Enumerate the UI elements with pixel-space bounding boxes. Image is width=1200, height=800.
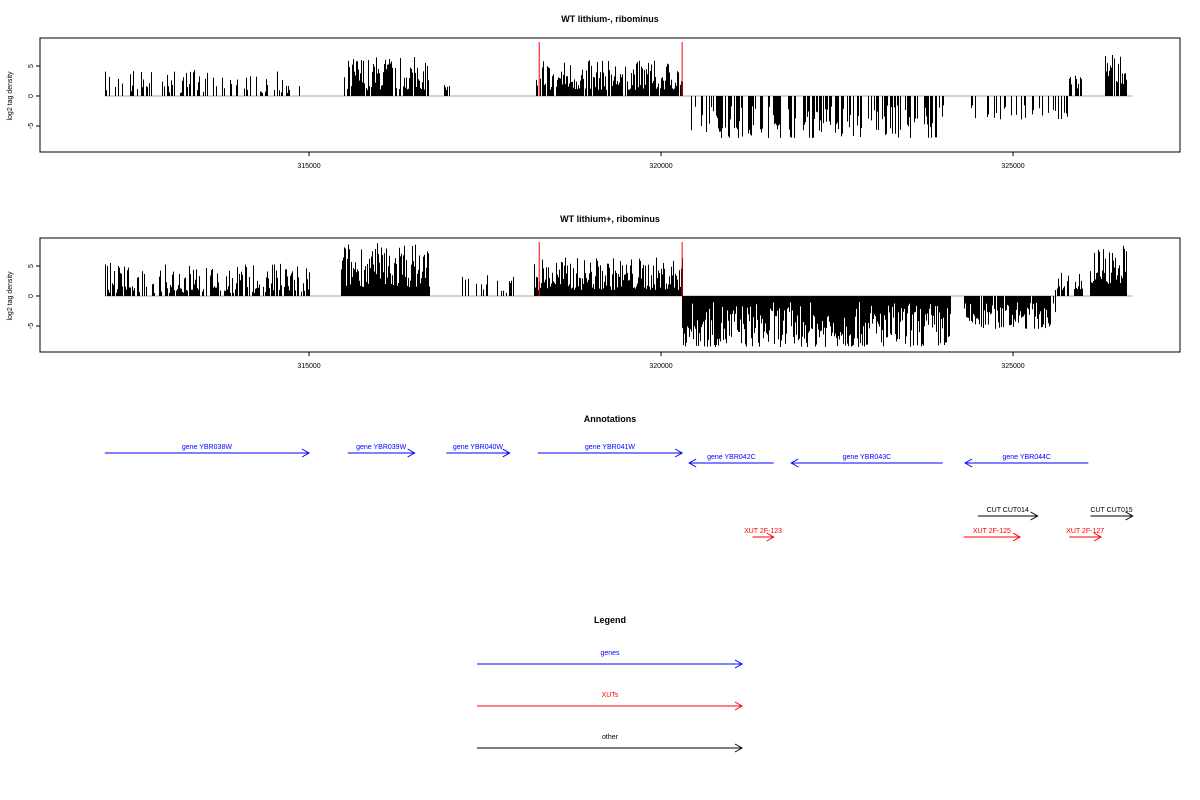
gene-annotation <box>790 458 943 468</box>
gene-annotation <box>537 448 684 458</box>
annotations-title: Annotations <box>584 414 637 424</box>
legend-item-genes <box>477 659 744 669</box>
legend-label: other <box>602 734 619 741</box>
y-tick-label: 5 <box>28 64 35 68</box>
legend-title: Legend <box>594 615 626 625</box>
y-tick-label: 0 <box>28 294 35 298</box>
feature-label: CUT CUT015 <box>1090 507 1132 514</box>
legend-label: XUTs <box>602 692 619 699</box>
arrowhead <box>674 448 684 458</box>
arrowhead <box>1093 532 1103 542</box>
gene-annotation <box>104 448 311 458</box>
y-tick-label: -5 <box>28 323 35 329</box>
arrowhead <box>688 458 697 468</box>
plot-frame <box>39 237 1181 353</box>
legend-item-xuts <box>477 701 744 711</box>
gene-annotation <box>688 458 774 468</box>
y-axis-label: log2 tag density <box>7 71 14 121</box>
x-tick-label: 315000 <box>297 163 320 170</box>
feature-label: XUT 2F-125 <box>973 528 1011 535</box>
feature-label: gene YBR043C <box>843 454 892 461</box>
arrowhead <box>1125 511 1134 521</box>
legend-item-other <box>477 743 744 753</box>
panel-title: WT lithium+, ribominus <box>560 214 660 224</box>
track-panel-2 <box>36 237 1181 356</box>
y-tick-label: 0 <box>28 94 35 98</box>
feature-label: gene YBR039W <box>356 444 406 451</box>
arrowhead <box>790 458 799 468</box>
track-panel-1 <box>36 37 1181 156</box>
arrowhead <box>1012 532 1022 542</box>
x-tick-label: 315000 <box>297 363 320 370</box>
feature-label: XUT 2F-123 <box>744 528 782 535</box>
feature-label: gene YBR042C <box>707 454 756 461</box>
y-tick-label: 5 <box>28 264 35 268</box>
legend-arrowhead <box>734 701 744 711</box>
feature-label: gene YBR038W <box>182 444 232 451</box>
x-tick-label: 320000 <box>649 363 672 370</box>
xut-annotation <box>1069 532 1103 542</box>
legend-label: genes <box>600 650 620 657</box>
cut-annotation <box>1090 511 1134 521</box>
arrowhead <box>301 448 311 458</box>
y-axis-label: log2 tag density <box>7 271 14 321</box>
feature-label: gene YBR044C <box>1002 454 1051 461</box>
feature-label: gene YBR040W <box>453 444 503 451</box>
arrowhead <box>964 458 973 468</box>
cut-annotation <box>977 511 1039 521</box>
panel-title: WT lithium-, ribominus <box>561 14 659 24</box>
arrowhead <box>1030 511 1039 521</box>
gene-annotation <box>446 448 511 458</box>
feature-label: gene YBR041W <box>585 444 635 451</box>
legend-arrowhead <box>734 659 744 669</box>
feature-label: CUT CUT014 <box>987 507 1029 514</box>
xut-annotation <box>752 532 775 542</box>
x-tick-label: 320000 <box>649 163 672 170</box>
legend-arrowhead <box>734 743 744 753</box>
arrowhead <box>407 448 416 458</box>
y-tick-label: -5 <box>28 123 35 129</box>
feature-label: XUT 2F-127 <box>1066 528 1104 535</box>
x-tick-label: 325000 <box>1001 163 1024 170</box>
plot-frame <box>39 37 1181 153</box>
gene-annotation <box>347 448 416 458</box>
gene-annotation <box>964 458 1089 468</box>
x-tick-label: 325000 <box>1001 363 1024 370</box>
arrowhead <box>502 448 511 458</box>
xut-annotation <box>963 532 1022 542</box>
arrowhead <box>766 532 775 542</box>
